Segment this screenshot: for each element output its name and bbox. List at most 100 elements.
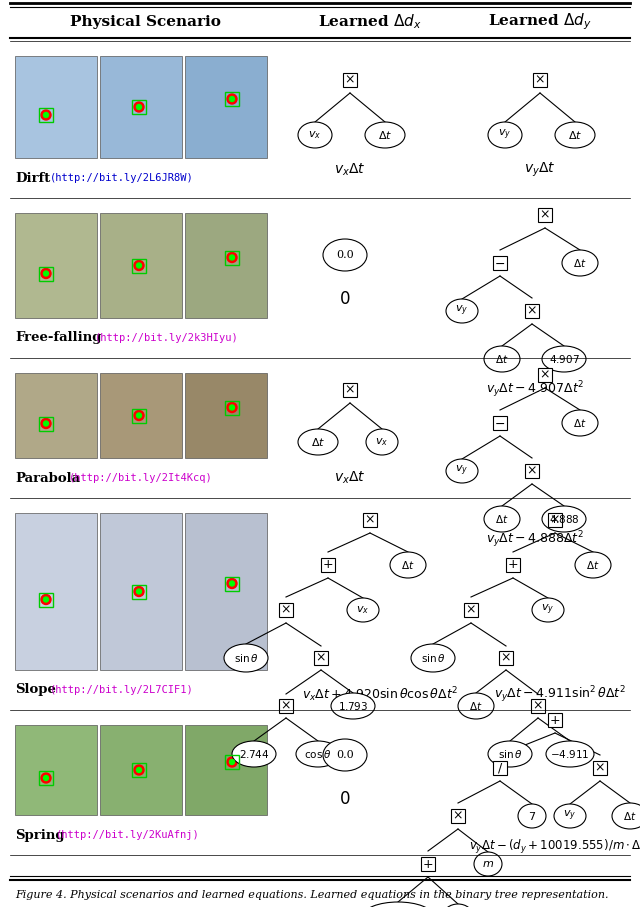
Text: (http://bit.ly/2k3HIyu): (http://bit.ly/2k3HIyu) (95, 333, 239, 343)
Ellipse shape (298, 429, 338, 455)
Text: $2.744$: $2.744$ (239, 748, 269, 760)
Text: $\sin\theta$: $\sin\theta$ (420, 652, 445, 664)
Ellipse shape (532, 598, 564, 622)
Text: ×: × (527, 305, 537, 317)
Circle shape (230, 96, 234, 102)
Ellipse shape (331, 693, 375, 719)
FancyBboxPatch shape (314, 651, 328, 665)
Text: $0$: $0$ (339, 291, 351, 308)
Text: Parabola: Parabola (15, 472, 80, 484)
FancyBboxPatch shape (363, 512, 377, 527)
Text: ×: × (527, 464, 537, 477)
FancyBboxPatch shape (321, 558, 335, 572)
Ellipse shape (365, 122, 405, 148)
Ellipse shape (575, 552, 611, 578)
Text: $\Delta t$: $\Delta t$ (378, 129, 392, 141)
Text: $\Delta t$: $\Delta t$ (568, 129, 582, 141)
FancyBboxPatch shape (493, 761, 507, 775)
Circle shape (41, 594, 51, 604)
FancyBboxPatch shape (15, 213, 97, 318)
Text: $m$: $m$ (482, 859, 494, 869)
Text: $+$: $+$ (422, 857, 434, 871)
Text: Learned $\Delta d_x$: Learned $\Delta d_x$ (318, 13, 422, 32)
Ellipse shape (518, 804, 546, 828)
Text: $\Delta t$: $\Delta t$ (623, 810, 637, 822)
Text: $4.907$: $4.907$ (548, 353, 579, 365)
Text: $\Delta t$: $\Delta t$ (586, 559, 600, 571)
Text: $\sin\theta$: $\sin\theta$ (234, 652, 259, 664)
Circle shape (227, 403, 237, 413)
Text: $+$: $+$ (323, 559, 333, 571)
Ellipse shape (366, 429, 398, 455)
Text: $v_y$: $v_y$ (456, 304, 468, 318)
Circle shape (44, 775, 49, 781)
Circle shape (134, 587, 144, 597)
Text: $v_x$: $v_x$ (356, 604, 370, 616)
Circle shape (134, 411, 144, 421)
FancyBboxPatch shape (100, 513, 182, 670)
Text: ×: × (345, 73, 355, 86)
Ellipse shape (488, 741, 532, 767)
Text: Figure 4. Physical scenarios and learned equations. Learned equations in the bin: Figure 4. Physical scenarios and learned… (15, 890, 609, 900)
Ellipse shape (488, 122, 522, 148)
Text: ×: × (281, 603, 291, 617)
Ellipse shape (390, 552, 426, 578)
Ellipse shape (546, 741, 594, 767)
Ellipse shape (296, 741, 340, 767)
Text: Dirft: Dirft (15, 171, 51, 184)
Text: $v_y$: $v_y$ (456, 463, 468, 478)
FancyBboxPatch shape (593, 761, 607, 775)
Text: 0.0: 0.0 (336, 750, 354, 760)
Text: $0$: $0$ (339, 792, 351, 808)
Circle shape (134, 102, 144, 112)
Text: $\Delta t$: $\Delta t$ (573, 417, 587, 429)
Text: $\Delta t$: $\Delta t$ (469, 700, 483, 712)
Text: ×: × (281, 699, 291, 713)
Circle shape (41, 418, 51, 428)
Text: $\cos\theta$: $\cos\theta$ (305, 748, 332, 760)
FancyBboxPatch shape (531, 699, 545, 713)
Text: $v_x$: $v_x$ (308, 129, 322, 141)
Text: $v_y\Delta t - 4.907\Delta t^2$: $v_y\Delta t - 4.907\Delta t^2$ (486, 380, 584, 400)
Text: $\Delta t$: $\Delta t$ (495, 353, 509, 365)
Text: $v_y\Delta t - 4.911\sin^2\theta\Delta t^2$: $v_y\Delta t - 4.911\sin^2\theta\Delta t… (494, 685, 626, 706)
Text: (http://bit.ly/2L6JR8W): (http://bit.ly/2L6JR8W) (49, 173, 193, 183)
Text: (http://bit.ly/2KuAfnj): (http://bit.ly/2KuAfnj) (56, 830, 200, 840)
Text: ×: × (316, 651, 326, 665)
Text: $-$: $-$ (495, 416, 506, 430)
FancyBboxPatch shape (185, 725, 267, 815)
FancyBboxPatch shape (280, 699, 292, 713)
Text: ×: × (532, 699, 543, 713)
Circle shape (230, 255, 234, 260)
Text: $-4.911$: $-4.911$ (550, 748, 589, 760)
Text: $v_x\Delta t$: $v_x\Delta t$ (334, 470, 366, 486)
Circle shape (41, 773, 51, 783)
Circle shape (230, 581, 234, 586)
Ellipse shape (542, 346, 586, 372)
Text: $\Delta t$: $\Delta t$ (311, 436, 325, 448)
FancyBboxPatch shape (100, 373, 182, 458)
Circle shape (44, 597, 49, 602)
Text: ×: × (452, 810, 463, 823)
Text: $7$: $7$ (528, 810, 536, 822)
Ellipse shape (562, 410, 598, 436)
Ellipse shape (458, 693, 494, 719)
Text: $v_y\Delta t-(d_y+10019.555)/m\cdot\Delta t^2$: $v_y\Delta t-(d_y+10019.555)/m\cdot\Delt… (468, 836, 640, 857)
Text: $v_x\Delta t + 4.920\sin\theta\cos\theta\Delta t^2$: $v_x\Delta t + 4.920\sin\theta\cos\theta… (302, 686, 458, 705)
Text: Slope: Slope (15, 684, 56, 697)
Text: $\Delta t$: $\Delta t$ (401, 559, 415, 571)
Text: $v_y$: $v_y$ (499, 128, 511, 142)
Text: $\Delta t$: $\Delta t$ (495, 513, 509, 525)
Circle shape (136, 263, 141, 268)
Text: $v_y\Delta t - 4.888\Delta t^2$: $v_y\Delta t - 4.888\Delta t^2$ (486, 530, 584, 551)
Ellipse shape (224, 644, 268, 672)
FancyBboxPatch shape (15, 56, 97, 158)
FancyBboxPatch shape (185, 373, 267, 458)
Circle shape (44, 112, 49, 118)
Circle shape (230, 759, 234, 765)
Ellipse shape (323, 739, 367, 771)
Text: ×: × (540, 209, 550, 221)
FancyBboxPatch shape (548, 713, 562, 727)
Circle shape (41, 110, 51, 120)
FancyBboxPatch shape (421, 857, 435, 871)
